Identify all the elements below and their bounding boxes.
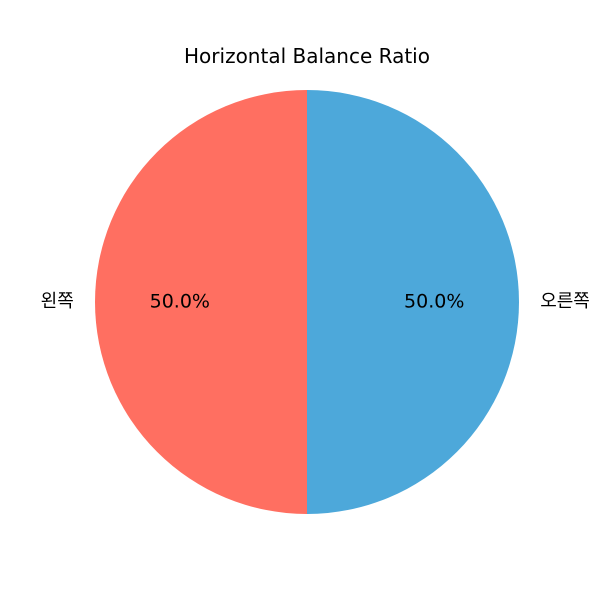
slice-percent-label-1: 50.0%: [404, 291, 464, 313]
pie-slice-2: [95, 90, 307, 514]
pie-slice-1: [307, 90, 519, 514]
pie-labels: 오른쪽 50.0% 왼쪽 50.0%: [41, 291, 590, 313]
slice-label-1: 오른쪽: [540, 291, 590, 312]
chart-title: Horizontal Balance Ratio: [184, 44, 430, 68]
slice-label-2: 왼쪽: [41, 291, 74, 312]
slice-percent-label-2: 50.0%: [150, 291, 210, 313]
pie-slices: [95, 90, 519, 514]
